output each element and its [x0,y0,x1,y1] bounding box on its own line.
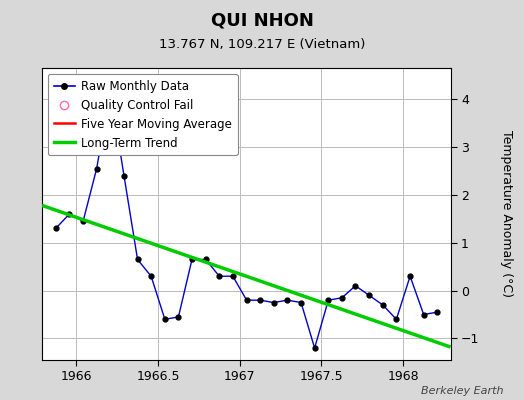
Legend: Raw Monthly Data, Quality Control Fail, Five Year Moving Average, Long-Term Tren: Raw Monthly Data, Quality Control Fail, … [48,74,238,156]
Y-axis label: Temperature Anomaly (°C): Temperature Anomaly (°C) [500,130,514,298]
Text: 13.767 N, 109.217 E (Vietnam): 13.767 N, 109.217 E (Vietnam) [159,38,365,51]
Text: Berkeley Earth: Berkeley Earth [421,386,503,396]
Text: QUI NHON: QUI NHON [211,12,313,30]
